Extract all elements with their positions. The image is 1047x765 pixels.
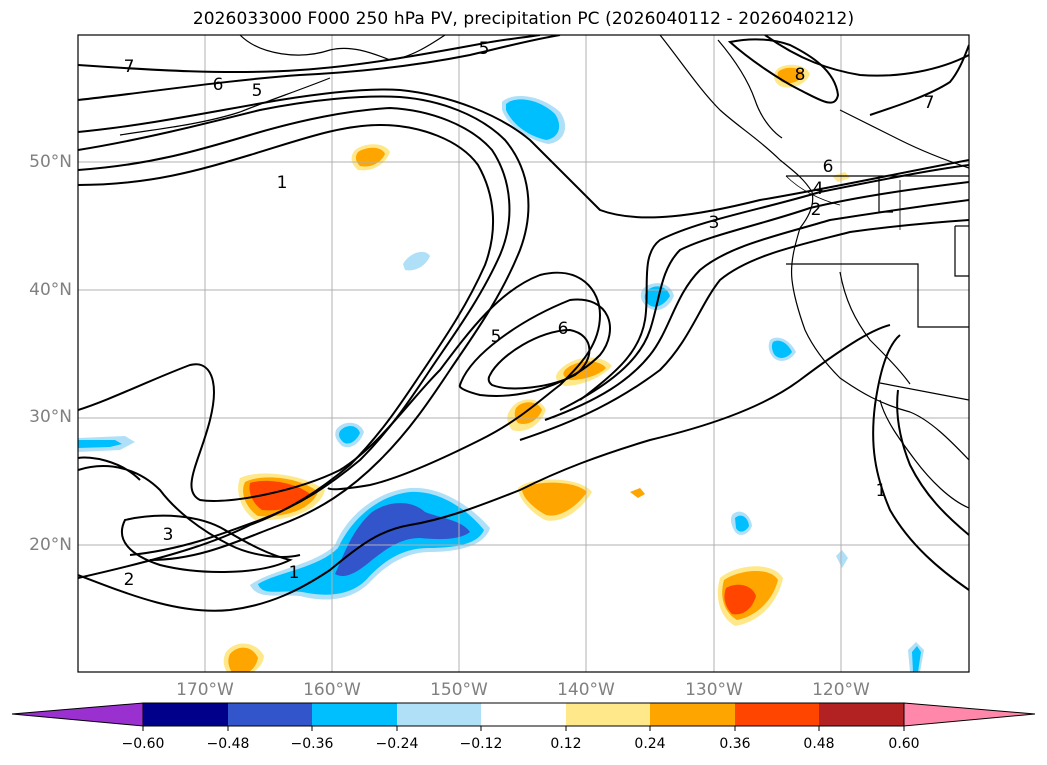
colorbar-segment	[481, 703, 566, 726]
colorbar-segment	[650, 703, 735, 726]
contour-label: 2	[124, 570, 135, 590]
gridlines	[78, 35, 969, 672]
precip-patch-negative	[403, 251, 430, 271]
colorbar-tick-label: −0.60	[121, 736, 165, 752]
colorbar-tick-label: 0.36	[719, 736, 751, 752]
contour-label: 1	[277, 173, 288, 193]
contour-label: 7	[924, 93, 935, 113]
lon-label: 150°W	[430, 680, 488, 700]
precip-patch-negative	[339, 425, 360, 444]
lon-label: 160°W	[303, 680, 361, 700]
lat-label: 50°N	[29, 152, 72, 172]
precip-patch-negative	[912, 646, 921, 672]
lat-label: 20°N	[29, 535, 72, 555]
precip-patch-positive	[777, 67, 804, 84]
lat-label: 30°N	[29, 407, 72, 427]
map-title: 2026033000 F000 250 hPa PV, precipitatio…	[192, 9, 855, 29]
colorbar-extend-left	[11, 702, 144, 727]
contour-label: 7	[124, 57, 135, 77]
contour-label: 1	[876, 481, 887, 501]
precip-patch-positive	[522, 482, 587, 516]
contour-label: 6	[213, 75, 224, 95]
colorbar-tick-label: 0.12	[550, 736, 582, 752]
colorbar	[11, 702, 1036, 731]
pv-contours	[78, 35, 969, 612]
contour-label: 3	[709, 213, 720, 233]
colorbar-segment	[143, 703, 228, 726]
precip-patch-negative	[335, 503, 470, 577]
colorbar-segment	[819, 703, 904, 726]
colorbar-tick-label: −0.12	[459, 736, 503, 752]
lon-label: 170°W	[176, 680, 234, 700]
map-frame	[77, 34, 970, 673]
precip-patch-negative	[771, 340, 792, 358]
colorbar-segment	[228, 703, 312, 726]
precip-patch-negative	[506, 99, 560, 140]
contour-labels: 7 6 5 5 1 3 2 5 6 3 6 4 2 7 8 1 1	[124, 39, 935, 590]
precip-patch-positive	[514, 402, 542, 424]
contour-label: 6	[558, 319, 569, 339]
lon-label: 120°W	[812, 680, 870, 700]
contour-label: 8	[795, 65, 806, 85]
colorbar-extend-right	[903, 702, 1036, 727]
contour-label: 1	[289, 563, 300, 583]
precip-patch-positive	[228, 647, 258, 672]
lon-label: 140°W	[557, 680, 615, 700]
colorbar-tick-label: 0.48	[803, 736, 835, 752]
contour-label: 5	[491, 327, 502, 347]
precip-patch-negative	[644, 286, 670, 307]
precip-patch-negative	[836, 550, 848, 568]
contour-label: 3	[163, 525, 174, 545]
contour-label: 5	[252, 81, 263, 101]
contour-label: 6	[823, 157, 834, 177]
lon-label: 130°W	[685, 680, 743, 700]
coastlines	[119, 35, 969, 509]
contour-label: 5	[479, 39, 490, 59]
contour-label: 2	[811, 200, 822, 220]
precip-patch-negative	[78, 440, 122, 448]
colorbar-tick-label: −0.24	[375, 736, 419, 752]
colorbar-tick-label: −0.36	[290, 736, 334, 752]
precip-patch-positive	[724, 584, 756, 615]
colorbar-tick-label: 0.24	[634, 736, 666, 752]
colorbar-tick-label: −0.48	[206, 736, 250, 752]
precip-patch-negative	[735, 515, 749, 532]
contour-label: 4	[813, 179, 824, 199]
colorbar-tick-label: 0.60	[888, 736, 920, 752]
colorbar-segment	[735, 703, 819, 726]
lat-label: 40°N	[29, 280, 72, 300]
precip-patches	[78, 64, 924, 672]
colorbar-segment	[566, 703, 650, 726]
precip-patch-positive	[630, 488, 645, 498]
colorbar-segment	[397, 703, 481, 726]
colorbar-segment	[312, 703, 397, 726]
